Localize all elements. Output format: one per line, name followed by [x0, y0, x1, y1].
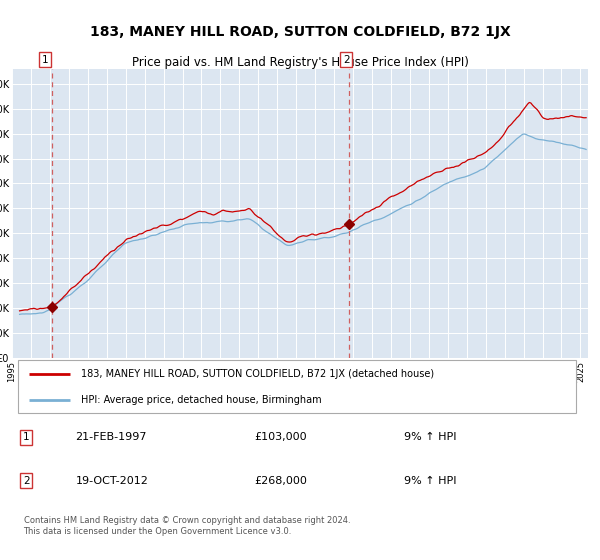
Text: 183, MANEY HILL ROAD, SUTTON COLDFIELD, B72 1JX: 183, MANEY HILL ROAD, SUTTON COLDFIELD, … — [89, 25, 511, 39]
Text: 2: 2 — [23, 476, 30, 486]
Text: 1: 1 — [42, 54, 49, 64]
Text: 2: 2 — [343, 54, 349, 64]
Text: 9% ↑ HPI: 9% ↑ HPI — [404, 476, 456, 486]
Text: HPI: Average price, detached house, Birmingham: HPI: Average price, detached house, Birm… — [81, 395, 322, 405]
Text: £268,000: £268,000 — [254, 476, 307, 486]
Text: Contains HM Land Registry data © Crown copyright and database right 2024.
This d: Contains HM Land Registry data © Crown c… — [23, 516, 350, 536]
Text: 19-OCT-2012: 19-OCT-2012 — [76, 476, 148, 486]
Text: Price paid vs. HM Land Registry's House Price Index (HPI): Price paid vs. HM Land Registry's House … — [131, 56, 469, 69]
Text: 21-FEB-1997: 21-FEB-1997 — [76, 432, 147, 442]
Text: 9% ↑ HPI: 9% ↑ HPI — [404, 432, 456, 442]
Text: £103,000: £103,000 — [254, 432, 307, 442]
Text: 1: 1 — [23, 432, 30, 442]
Text: 183, MANEY HILL ROAD, SUTTON COLDFIELD, B72 1JX (detached house): 183, MANEY HILL ROAD, SUTTON COLDFIELD, … — [81, 368, 434, 379]
FancyBboxPatch shape — [18, 360, 577, 413]
